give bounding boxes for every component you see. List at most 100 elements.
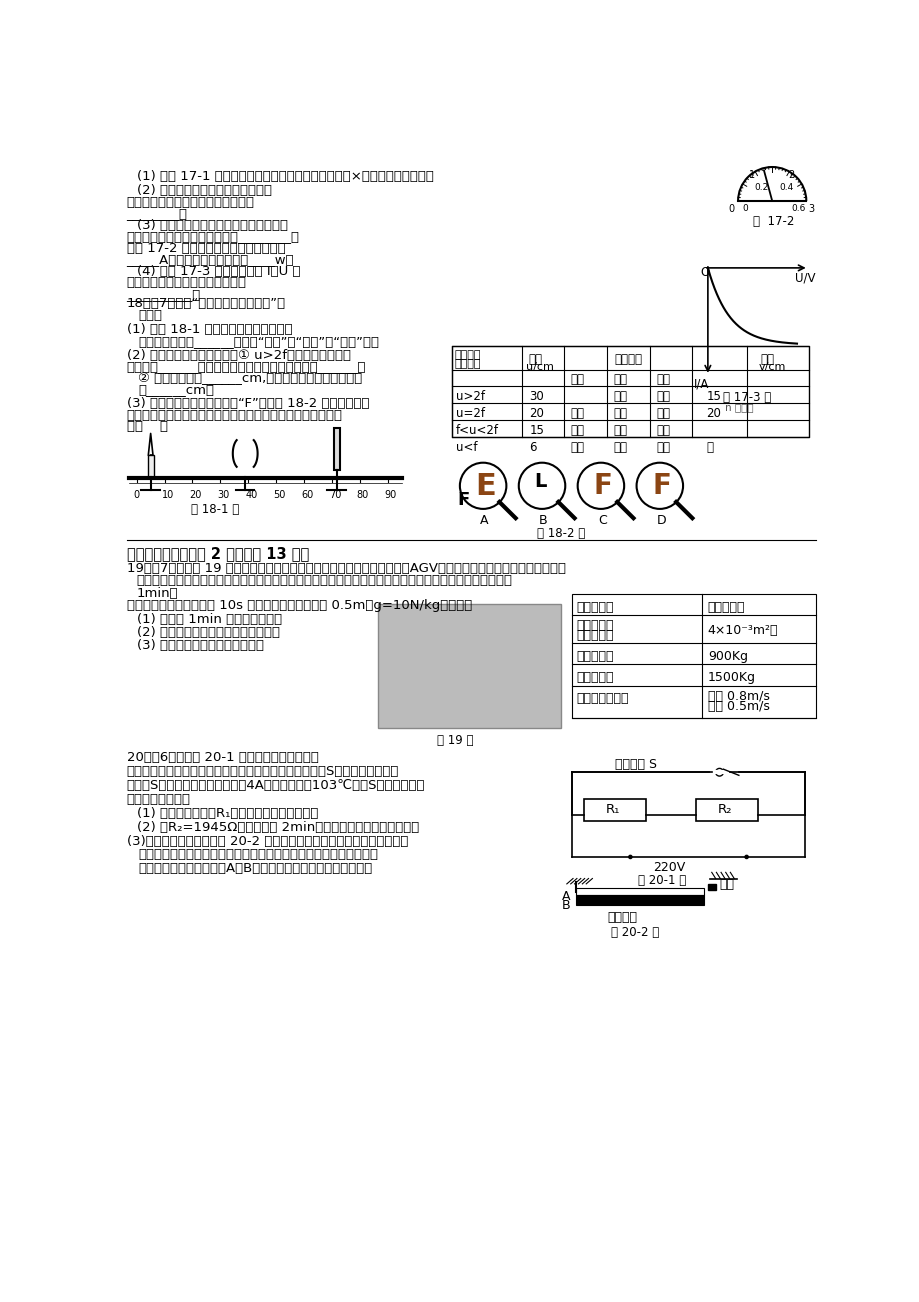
Circle shape — [636, 462, 682, 509]
Text: 1: 1 — [748, 171, 754, 180]
Text: 车轮与地面: 车轮与地面 — [575, 618, 613, 631]
Text: 入保温状态。求：: 入保温状态。求： — [127, 793, 190, 806]
Text: 线到达指定位置，并将货物举高，表格中为部分参数。若运输车满载并以最快速度在水平地面匀速直线运动: 线到达指定位置，并将货物举高，表格中为部分参数。若运输车满载并以最快速度在水平地… — [137, 574, 512, 587]
Text: 虚实: 虚实 — [570, 374, 584, 387]
Text: 15: 15 — [529, 424, 544, 437]
Text: 缩小: 缩小 — [613, 391, 627, 404]
Circle shape — [628, 854, 632, 859]
Text: 题 20-1 图: 题 20-1 图 — [638, 874, 686, 887]
Text: 70: 70 — [329, 491, 341, 500]
Text: 0.6: 0.6 — [790, 204, 805, 214]
Text: 4×10⁻³m²，: 4×10⁻³m²， — [707, 625, 777, 638]
Text: (2) 实验数据如下表，可知：① u>2f，表格中漏记录像: (2) 实验数据如下表，可知：① u>2f，表格中漏记录像 — [127, 349, 350, 362]
Text: 60: 60 — [301, 491, 312, 500]
Text: 饭时，S是闭合的，电路中电流为4A，当温度达到103℃时，S自动断开，转: 饭时，S是闭合的，电路中电流为4A，当温度达到103℃时，S自动断开，转 — [127, 779, 425, 792]
Text: F: F — [652, 471, 670, 500]
Text: (1) 运输车 1min 内运动的距离；: (1) 运输车 1min 内运动的距离； — [137, 613, 281, 626]
Text: 最大运行速度：: 最大运行速度： — [575, 693, 628, 706]
Bar — [584, 799, 645, 820]
Text: 题 20-2 图: 题 20-2 图 — [610, 926, 659, 939]
Text: _____A，小灯泡的额定功率为____w。: _____A，小灯泡的额定功率为____w。 — [127, 254, 294, 267]
Text: 0: 0 — [133, 491, 140, 500]
Text: 90: 90 — [384, 491, 396, 500]
Text: 0: 0 — [741, 204, 747, 214]
Text: 2: 2 — [788, 171, 793, 180]
Text: 3: 3 — [807, 204, 813, 214]
Text: 电磁导航。: 电磁导航。 — [707, 600, 744, 613]
Text: (1) 如题 17-1 图，连线有一处错误，在连错的线上打×，并在原图上改正。: (1) 如题 17-1 图，连线有一处错误，在连错的线上打×，并在原图上改正。 — [137, 171, 433, 184]
Text: 1min，: 1min， — [137, 587, 178, 600]
Bar — [575, 896, 703, 905]
Bar — [707, 884, 715, 891]
Text: u/cm: u/cm — [525, 362, 553, 372]
Text: L: L — [534, 471, 546, 491]
Text: u<f: u<f — [456, 441, 477, 454]
Bar — [334, 428, 339, 470]
Text: v/cm: v/cm — [757, 362, 785, 372]
Text: ________。: ________。 — [127, 207, 187, 220]
Text: 数，电压表有示数，故障原因可能是: 数，电压表有示数，故障原因可能是 — [127, 195, 255, 208]
Text: 题 19 图: 题 19 图 — [437, 734, 472, 747]
Circle shape — [577, 462, 623, 509]
Text: (3) 取下凸透镜，正对纸上的“F”（如题 18-2 图）并移动凸: (3) 取下凸透镜，正对纸上的“F”（如题 18-2 图）并移动凸 — [127, 397, 369, 410]
Text: 倒立: 倒立 — [655, 408, 669, 421]
Text: 倒立: 倒立 — [655, 391, 669, 404]
Text: 简化电路图，有高温烧煮和保温焆饭两我，通过温控开关S自动调节挡位，煮: 简化电路图，有高温烧煮和保温焆饭两我，通过温控开关S自动调节挡位，煮 — [127, 766, 399, 779]
Bar — [451, 346, 808, 437]
Text: 30: 30 — [217, 491, 230, 500]
Text: (2) 闭合开关，灯不亮，电流表无示: (2) 闭合开关，灯不亮，电流表无示 — [137, 184, 271, 197]
Text: (2) 运动过程中运输车对地面的压强。: (2) 运动过程中运输车对地面的压强。 — [137, 626, 279, 639]
Text: I/A: I/A — [693, 378, 709, 391]
Text: 物距: 物距 — [528, 353, 541, 366]
Text: 题  17-2: 题 17-2 — [752, 215, 793, 228]
Text: (3)温控开关工作原理如题 20-2 图，双金属片是由形状相同的铜片和铁片: (3)温控开关工作原理如题 20-2 图，双金属片是由形状相同的铜片和铁片 — [127, 835, 407, 848]
Text: B: B — [539, 514, 547, 527]
Text: 透镜，通过凸透镜看到下列四种情况，透镜离纸面距离最近的: 透镜，通过凸透镜看到下列四种情况，透镜离纸面距离最近的 — [127, 409, 342, 422]
Text: 像的性质: 像的性质 — [614, 353, 641, 366]
Text: 实像: 实像 — [570, 408, 584, 421]
Bar — [378, 604, 560, 728]
Text: 6: 6 — [529, 441, 537, 454]
Text: 距的关系: 距的关系 — [454, 359, 481, 368]
Text: (3) 运输车举升物料做功的功率。: (3) 运输车举升物料做功的功率。 — [137, 639, 264, 652]
Text: 10: 10 — [162, 491, 174, 500]
Text: 铆合在一起，其中铜的热膨胀程度比铁大，当温度变化时，双金属片: 铆合在一起，其中铜的热膨胀程度比铁大，当温度变化时，双金属片 — [138, 849, 378, 862]
Text: 19．（7分）如题 19 图，是某汽车装配车间使用的一种自动导引运输车（AGV），无人驾驶，能运载物料按预设路: 19．（7分）如题 19 图，是某汽车装配车间使用的一种自动导引运输车（AGV）… — [127, 562, 565, 575]
Text: 像距: 像距 — [760, 353, 774, 366]
Bar — [575, 888, 703, 896]
Text: 总接触面积: 总接触面积 — [575, 629, 613, 642]
Text: 正立: 正立 — [655, 441, 669, 454]
Text: 物距与焦: 物距与焦 — [454, 350, 481, 361]
Text: 弯道 0.5m/s: 弯道 0.5m/s — [707, 700, 769, 713]
Text: 1500Kg: 1500Kg — [707, 672, 755, 685]
Text: u>2f: u>2f — [456, 391, 484, 404]
Circle shape — [460, 462, 505, 509]
Text: 象，电压与电流比値变化，原因是: 象，电压与电流比値变化，原因是 — [127, 276, 246, 289]
Text: 触点: 触点 — [719, 879, 733, 892]
Text: 大小: 大小 — [613, 374, 627, 387]
Text: 实像: 实像 — [570, 424, 584, 437]
Text: 900Kg: 900Kg — [707, 650, 747, 663]
Text: (1) 电饭煎煮饭时，R₁的阻値及电功率是多大？: (1) 电饭煎煮饭时，R₁的阻値及电功率是多大？ — [137, 807, 318, 820]
Text: 为______cm。: 为______cm。 — [138, 383, 214, 396]
Text: 18．（7分）在“探究凸透镜成像规律”的: 18．（7分）在“探究凸透镜成像规律”的 — [127, 297, 286, 310]
Text: (2) 若R₂=1945Ω，保温焆饭 2min，电饭煎消耗的电能是多少？: (2) 若R₂=1945Ω，保温焆饭 2min，电饭煎消耗的电能是多少？ — [137, 820, 418, 833]
Text: 放大: 放大 — [613, 441, 627, 454]
Text: R₁: R₁ — [605, 803, 619, 816]
Text: 光，判断是否正常发光的依据是________，: 光，判断是否正常发光的依据是________， — [127, 230, 300, 243]
Text: f<u<2f: f<u<2f — [456, 424, 498, 437]
Text: 就会弯曲。试判断乙图中A、B哪块金属片为铜片？试说明理由。: 就会弯曲。试判断乙图中A、B哪块金属片为铜片？试说明理由。 — [138, 862, 372, 875]
Text: R₂: R₂ — [717, 803, 732, 816]
Text: 15: 15 — [706, 391, 720, 404]
Text: 20: 20 — [189, 491, 201, 500]
Text: F: F — [593, 471, 611, 500]
Text: 五、计算题（本大题 2 小题，共 13 分）: 五、计算题（本大题 2 小题，共 13 分） — [127, 547, 309, 561]
Text: 题 17-3 图: 题 17-3 图 — [722, 391, 771, 404]
Text: 虚像: 虚像 — [570, 441, 584, 454]
Text: 0.2: 0.2 — [754, 182, 767, 191]
Circle shape — [518, 462, 564, 509]
Text: 20: 20 — [529, 408, 544, 421]
Text: (3) 排除故障后，移动滑片使灯泡正常发: (3) 排除故障后，移动滑片使灯泡正常发 — [137, 219, 288, 232]
Text: 等大: 等大 — [613, 408, 627, 421]
Text: 运输车到达指定位置后在 10s 内将所载物体匀速举升 0.5m（g=10N/kg）。求：: 运输车到达指定位置后在 10s 内将所载物体匀速举升 0.5m（g=10N/kg… — [127, 599, 471, 612]
